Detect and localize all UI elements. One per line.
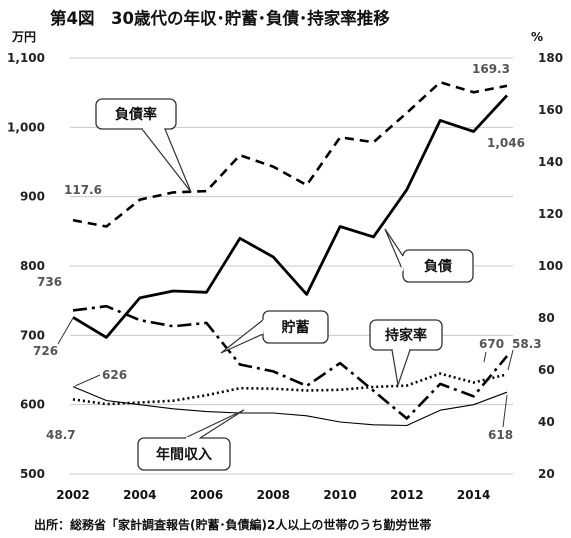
x-axis-tick-label: 2014 — [457, 488, 490, 502]
annual-income-callout-box — [137, 437, 231, 471]
debt-ratio-callout-label: 負債率 — [115, 106, 157, 123]
right-axis-tick-label: 120 — [538, 207, 563, 221]
debt-callout-pointer — [384, 228, 404, 272]
chart-title: 第4図 30歳代の年収･貯蓄･負債･持家率推移 — [50, 8, 390, 28]
right-axis-tick-label: 40 — [538, 415, 555, 429]
right-axis-tick-label: 140 — [538, 155, 563, 169]
data-label-leader — [502, 394, 508, 428]
x-axis-tick-label: 2008 — [257, 488, 290, 502]
debt-data-label-2015: 1,046 — [487, 136, 525, 150]
annual-income-callout-label: 年間収入 — [156, 446, 212, 463]
right-axis-ticks: 20 40 60 80 100 120 140 160 180 — [538, 51, 563, 481]
homeownership-line — [72, 372, 508, 406]
source-note: 出所：総務省「家計調査報告(貯蓄･負債編)2人以上の世帯のうち勤労世帯 — [34, 517, 431, 532]
x-axis-tick-label: 2004 — [123, 488, 156, 502]
right-axis-tick-label: 100 — [538, 259, 563, 273]
right-axis-tick-label: 80 — [538, 311, 555, 325]
homeownership-data-label-2002: 48.7 — [46, 428, 76, 442]
left-axis-tick-label: 600 — [20, 398, 45, 412]
debt-ratio-callout-box — [95, 98, 177, 130]
homeownership-callout-label: 持家率 — [385, 327, 427, 344]
debt-line — [72, 94, 509, 339]
annual-income-data-label-2002: 626 — [102, 368, 127, 382]
left-axis-tick-label: 1,000 — [7, 120, 45, 134]
right-axis-tick-label: 160 — [538, 103, 563, 117]
callout-seam — [400, 255, 406, 272]
debt-data-label-2002: 726 — [33, 344, 58, 358]
savings-callout-pointer — [220, 319, 264, 354]
left-axis-tick-label: 1,100 — [7, 51, 45, 65]
data-label-leader — [483, 351, 487, 363]
x-axis-tick-label: 2010 — [323, 488, 356, 502]
x-axis-tick-label: 2002 — [56, 488, 89, 502]
data-label-leader — [57, 317, 74, 345]
callout-seam — [260, 319, 266, 335]
left-axis-tick-label: 700 — [20, 328, 45, 342]
annual-income-data-label-2015: 618 — [488, 428, 513, 442]
annual-income-line — [72, 386, 508, 427]
left-axis-tick-label: 900 — [20, 190, 45, 204]
right-axis-unit: % — [531, 30, 543, 44]
data-label-leader — [74, 374, 101, 387]
data-label-leader — [507, 349, 514, 371]
debt-callout-label: 負債 — [424, 258, 452, 275]
data-labels: 117.6 169.3 726 1,046 736 670 48.7 58.3 626 618 — [33, 62, 542, 442]
left-axis-unit: 万円 — [11, 30, 36, 44]
savings-callout-label: 貯蓄 — [282, 319, 310, 336]
homeownership-callout-pointer — [391, 349, 411, 386]
x-axis-tick-label: 2012 — [390, 488, 423, 502]
left-axis-tick-label: 500 — [20, 467, 45, 481]
savings-data-label-2002: 736 — [37, 275, 62, 289]
homeownership-data-label-2015: 58.3 — [512, 337, 542, 351]
left-axis-ticks: 500 600 700 800 900 1,000 1,100 — [7, 51, 45, 481]
debt-ratio-data-label-2002: 117.6 — [64, 183, 102, 197]
savings-data-label-2015: 670 — [479, 337, 504, 351]
x-axis-tick-label: 2006 — [190, 488, 223, 502]
right-axis-tick-label: 60 — [538, 363, 555, 377]
debt-ratio-line — [72, 80, 508, 228]
right-axis-tick-label: 20 — [538, 467, 555, 481]
annual-income-callout-pointer — [184, 409, 245, 439]
right-axis-tick-label: 180 — [538, 51, 563, 65]
x-axis-ticks: 2002 2004 2006 2008 2010 2012 2014 — [56, 488, 490, 502]
savings-line — [72, 304, 508, 420]
debt-ratio-data-label-2015: 169.3 — [472, 62, 510, 76]
debt-ratio-callout-pointer — [141, 128, 192, 193]
series-lines — [72, 80, 509, 427]
left-axis-tick-label: 800 — [20, 259, 45, 273]
